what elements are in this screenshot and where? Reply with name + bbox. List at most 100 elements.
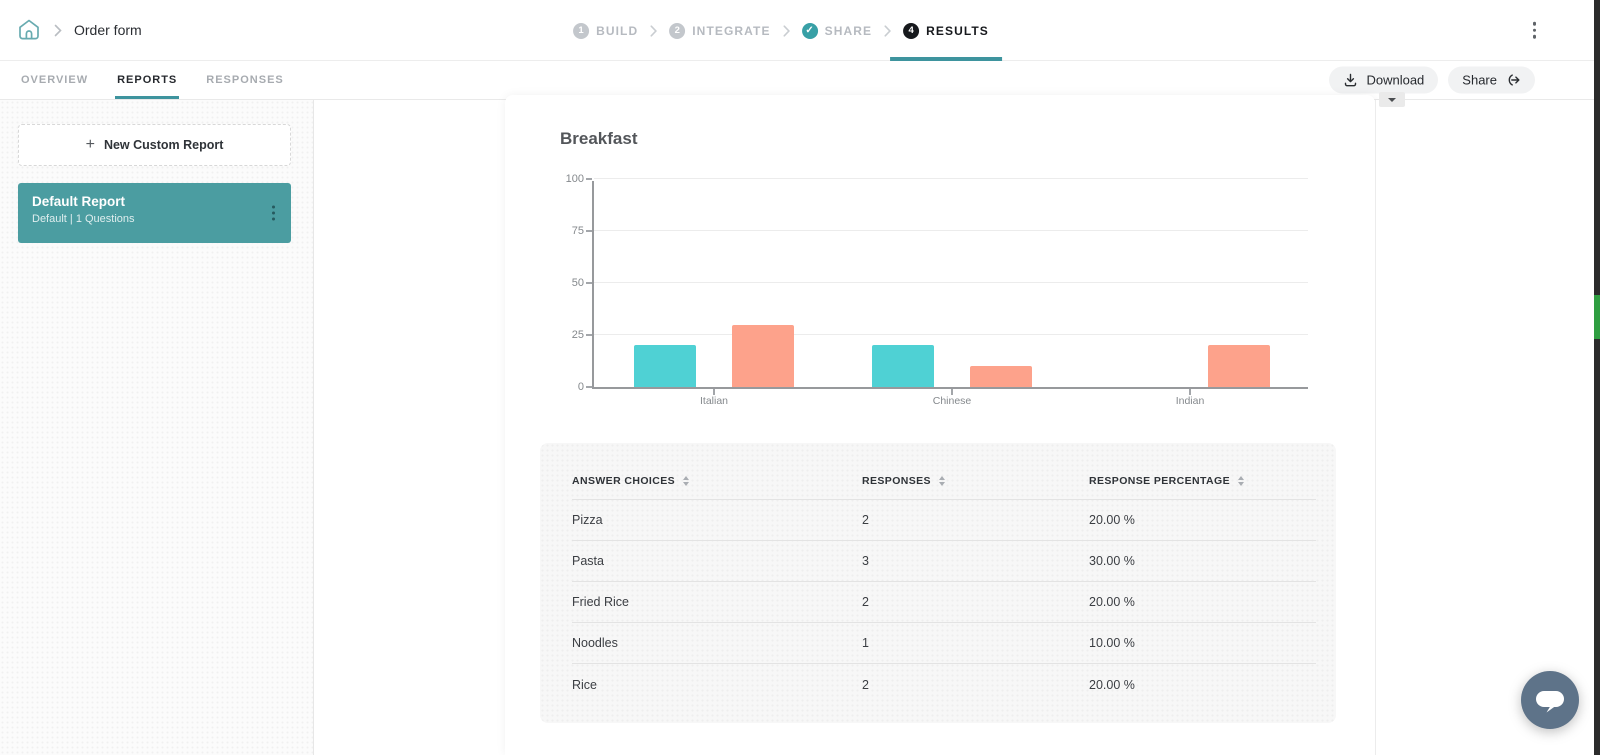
- collapse-caret-button[interactable]: [1379, 92, 1405, 107]
- y-tick-label: 50: [571, 277, 584, 289]
- table-cell: 2: [862, 595, 869, 609]
- form-title: Order form: [74, 22, 142, 38]
- column-header-label: ANSWER CHOICES: [572, 475, 676, 487]
- table-row: Rice 2 20.00 %: [572, 664, 1316, 705]
- step-integrate[interactable]: 2 INTEGRATE: [669, 22, 771, 39]
- column-header-answer-choices[interactable]: ANSWER CHOICES: [572, 475, 862, 487]
- table-cell: Rice: [572, 677, 598, 692]
- table-cell: Pizza: [572, 513, 603, 527]
- sort-icon[interactable]: [938, 476, 945, 486]
- report-panel: Breakfast 0 25 50 75 100 Italian Chinese Indian…: [505, 95, 1375, 755]
- new-custom-report-button[interactable]: + New Custom Report: [18, 124, 291, 166]
- share-button[interactable]: Share: [1448, 66, 1535, 94]
- new-report-label: New Custom Report: [103, 138, 224, 152]
- step-label: BUILD: [596, 23, 639, 38]
- column-header-label: RESPONSES: [862, 475, 931, 487]
- chevron-down-icon: [1388, 97, 1396, 102]
- column-header-response-percentage[interactable]: RESPONSE PERCENTAGE: [1089, 475, 1316, 487]
- share-export-icon: [1505, 73, 1521, 88]
- step-chevron-icon: [650, 24, 658, 37]
- y-tick-label: 25: [571, 329, 584, 341]
- table-row: Fried Rice 2 20.00 %: [572, 582, 1316, 623]
- column-header-responses[interactable]: RESPONSES: [862, 475, 1089, 487]
- results-table: ANSWER CHOICES RESPONSES RESPONSE PERCENTA…: [540, 443, 1336, 723]
- step-number: 2: [669, 22, 686, 39]
- scrollbar-marker: [1594, 295, 1600, 339]
- bar-fried-rice: [872, 345, 934, 387]
- table-row: Pizza 2 20.00 %: [572, 500, 1316, 541]
- question-title: Breakfast: [560, 129, 638, 148]
- share-label: Share: [1462, 72, 1497, 88]
- y-tick: [586, 386, 592, 388]
- tabs: OVERVIEW REPORTS RESPONSES: [21, 74, 284, 99]
- breadcrumb-chevron-icon: [54, 24, 62, 37]
- x-tick-label: Italian: [699, 395, 729, 407]
- chat-widget-button[interactable]: [1521, 671, 1579, 729]
- y-tick: [586, 282, 592, 284]
- x-tick: [951, 389, 953, 395]
- download-icon: [1343, 73, 1358, 88]
- x-tick-label: Indian: [1175, 395, 1205, 407]
- table-cell: 2: [862, 513, 869, 527]
- tab-responses[interactable]: RESPONSES: [206, 74, 284, 86]
- gridline: [594, 230, 1308, 231]
- page-body: + New Custom Report Default Report Defau…: [0, 92, 1600, 755]
- y-tick-label: 75: [571, 225, 584, 237]
- table-header-row: ANSWER CHOICES RESPONSES RESPONSE PERCENTA…: [572, 463, 1316, 500]
- chat-bubble-icon: [1536, 691, 1564, 707]
- breadcrumb: Order form: [16, 17, 142, 43]
- table-row: Noodles 1 10.00 %: [572, 623, 1316, 664]
- download-button[interactable]: Download: [1329, 66, 1439, 94]
- tab-reports[interactable]: REPORTS: [115, 74, 180, 99]
- toolbar-actions: Download Share: [1329, 66, 1535, 94]
- step-number: 1: [573, 22, 590, 39]
- x-tick-label: Chinese: [932, 395, 972, 407]
- bar-chart: 0 25 50 75 100 Italian Chinese Indian: [566, 173, 1308, 407]
- step-label: INTEGRATE: [692, 23, 771, 38]
- table-cell: 20.00 %: [1089, 677, 1135, 692]
- step-chevron-icon: [884, 24, 892, 37]
- table-cell: 2: [862, 677, 869, 692]
- step-number: 4: [903, 22, 920, 39]
- right-panel: [1375, 92, 1594, 755]
- reports-sidebar: + New Custom Report Default Report Defau…: [0, 100, 314, 755]
- header-kebab-menu-icon[interactable]: [1529, 18, 1541, 43]
- step-results[interactable]: 4 RESULTS: [890, 22, 1002, 61]
- tab-bar: OVERVIEW REPORTS RESPONSES Download Share: [0, 61, 1600, 100]
- sort-icon[interactable]: [683, 476, 690, 486]
- step-chevron-icon: [782, 24, 790, 37]
- y-tick: [586, 178, 592, 180]
- x-tick: [713, 389, 715, 395]
- table-row: Pasta 3 30.00 %: [572, 541, 1316, 582]
- download-label: Download: [1366, 72, 1425, 88]
- bar-noodles: [970, 366, 1032, 387]
- table-cell: 20.00 %: [1089, 595, 1135, 609]
- step-label: SHARE: [824, 23, 873, 38]
- report-subtitle: Default | 1 Questions: [32, 213, 135, 225]
- x-tick: [1189, 389, 1191, 395]
- table-cell: 20.00 %: [1089, 513, 1135, 527]
- step-share[interactable]: ✓ SHARE: [801, 22, 873, 39]
- report-title: Default Report: [32, 194, 126, 209]
- bar-rice: [1208, 345, 1270, 387]
- report-list-item-default[interactable]: Default Report Default | 1 Questions: [18, 183, 291, 243]
- bar-pasta: [732, 324, 794, 387]
- step-build[interactable]: 1 BUILD: [573, 22, 639, 39]
- table-cell: Pasta: [572, 554, 604, 568]
- top-header: Order form 1 BUILD 2 INTEGRATE ✓ SHARE 4 RESULT…: [0, 0, 1600, 61]
- plus-icon: +: [85, 136, 95, 153]
- scrollbar[interactable]: [1594, 0, 1600, 755]
- sort-icon[interactable]: [1238, 476, 1245, 486]
- report-kebab-menu-icon[interactable]: [269, 203, 278, 224]
- gridline: [594, 178, 1308, 179]
- check-icon: ✓: [801, 22, 818, 39]
- y-tick-label: 100: [565, 173, 584, 185]
- table-cell: 1: [862, 636, 869, 650]
- y-tick-label: 0: [577, 381, 584, 393]
- table-cell: 30.00 %: [1089, 554, 1135, 568]
- bar-pizza: [634, 345, 696, 387]
- tab-overview[interactable]: OVERVIEW: [21, 74, 89, 86]
- home-icon[interactable]: [16, 17, 42, 43]
- table-cell: 10.00 %: [1089, 636, 1135, 650]
